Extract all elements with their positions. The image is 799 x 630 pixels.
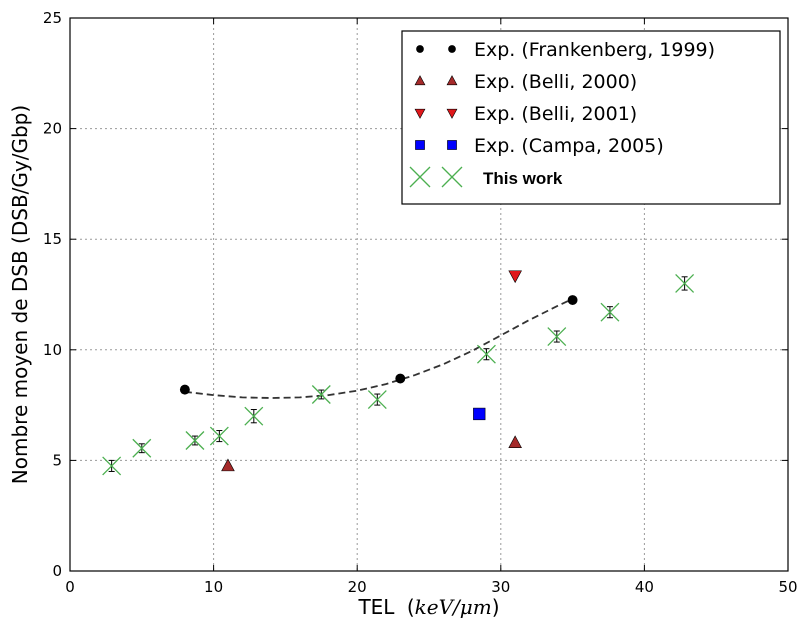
y-axis-label: Nombre moyen de DSB (DSB/Gy/Gbp): [8, 105, 32, 484]
legend-marker: [414, 108, 426, 119]
legend-marker: [414, 75, 426, 86]
legend-marker: [446, 108, 458, 119]
points-layer: [102, 270, 695, 476]
legend-label: This work: [483, 169, 563, 188]
legend-label: Exp. (Campa, 2005): [474, 135, 664, 157]
legend-marker: [416, 45, 424, 53]
legend-marker: [415, 140, 425, 150]
legend-marker: [441, 166, 463, 188]
data-point-x: [209, 426, 229, 446]
legend-marker: [446, 75, 458, 86]
x-tick-label: 40: [635, 578, 654, 596]
fit-layer: [184, 298, 573, 399]
y-tick-label: 15: [43, 230, 62, 248]
x-tick-label: 50: [778, 578, 797, 596]
x-axis-label: TEL (keV/μm): [357, 595, 499, 619]
x-axis-label-unit: keV/μm: [415, 595, 492, 619]
data-point-x: [311, 385, 331, 404]
legend: Exp. (Frankenberg, 1999) Exp. (Belli, 200…: [401, 30, 781, 205]
ticks: 0 10 20 30 40 50 0 5 10 15 20 25: [43, 9, 798, 596]
data-point-circle: [567, 295, 578, 305]
data-point-x: [675, 273, 695, 293]
y-tick-label: 0: [52, 562, 62, 580]
data-point-triangle-down: [508, 270, 522, 284]
data-point-triangle-up: [221, 458, 235, 472]
data-point-x: [547, 327, 567, 346]
legend-marker: [448, 45, 456, 53]
data-point-x: [367, 390, 387, 410]
legend-label: Exp. (Belli, 2000): [474, 71, 637, 93]
data-point-x: [476, 344, 496, 364]
x-tick-label: 30: [491, 578, 510, 596]
data-point-circle: [179, 384, 190, 395]
x-axis-label-open: (: [407, 595, 415, 619]
legend-box: [401, 30, 781, 205]
legend-label: Exp. (Frankenberg, 1999): [474, 39, 715, 61]
x-tick-label: 0: [65, 578, 75, 596]
y-tick-label: 10: [43, 341, 62, 359]
data-point-x: [132, 438, 152, 458]
y-tick-label: 25: [43, 9, 62, 27]
data-point-x: [102, 456, 122, 476]
data-point-triangle-up: [508, 435, 522, 448]
legend-marker: [447, 140, 457, 150]
x-axis-label-close: ): [492, 595, 500, 619]
data-point-x: [185, 431, 205, 450]
y-tick-label: 5: [52, 451, 62, 469]
grid: [70, 18, 788, 571]
plot-frame: [69, 17, 789, 572]
data-point-x: [244, 406, 264, 426]
x-axis-label-name: TEL: [357, 595, 395, 619]
legend-label: Exp. (Belli, 2001): [474, 103, 637, 125]
data-point-circle: [395, 373, 406, 384]
y-tick-label: 20: [43, 120, 62, 138]
data-point-x: [600, 302, 620, 322]
x-tick-label: 20: [348, 578, 367, 596]
legend-marker: [409, 166, 431, 188]
x-tick-label: 10: [204, 578, 223, 596]
data-point-square: [473, 407, 486, 421]
fit-curve: [184, 298, 573, 399]
